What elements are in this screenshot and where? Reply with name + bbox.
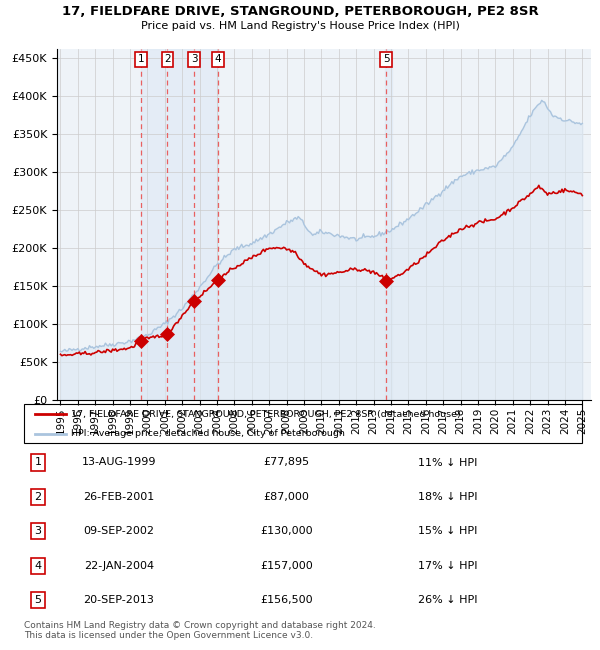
Text: 20-SEP-2013: 20-SEP-2013 (83, 595, 154, 605)
Text: 5: 5 (34, 595, 41, 605)
Text: £157,000: £157,000 (260, 561, 313, 571)
Bar (141, 49, 218, 400)
Text: 26% ↓ HPI: 26% ↓ HPI (418, 595, 478, 605)
Text: 1: 1 (34, 458, 41, 467)
Text: 17, FIELDFARE DRIVE, STANGROUND, PETERBOROUGH, PE2 8SR (detached house): 17, FIELDFARE DRIVE, STANGROUND, PETERBO… (71, 410, 461, 419)
Text: 18% ↓ HPI: 18% ↓ HPI (418, 492, 478, 502)
Text: 2: 2 (34, 492, 41, 502)
Bar (385, 49, 392, 400)
Text: Contains HM Land Registry data © Crown copyright and database right 2024.
This d: Contains HM Land Registry data © Crown c… (24, 621, 376, 640)
Text: 17, FIELDFARE DRIVE, STANGROUND, PETERBOROUGH, PE2 8SR: 17, FIELDFARE DRIVE, STANGROUND, PETERBO… (62, 5, 538, 18)
Text: 26-FEB-2001: 26-FEB-2001 (83, 492, 154, 502)
Text: 3: 3 (191, 55, 197, 64)
Text: £77,895: £77,895 (263, 458, 310, 467)
Text: 11% ↓ HPI: 11% ↓ HPI (418, 458, 478, 467)
Text: 1: 1 (137, 55, 144, 64)
Text: 4: 4 (34, 561, 41, 571)
Text: 09-SEP-2002: 09-SEP-2002 (83, 526, 154, 536)
Text: £130,000: £130,000 (260, 526, 313, 536)
Text: 3: 3 (34, 526, 41, 536)
Text: 22-JAN-2004: 22-JAN-2004 (84, 561, 154, 571)
Text: 5: 5 (383, 55, 389, 64)
Text: 4: 4 (215, 55, 221, 64)
Text: £156,500: £156,500 (260, 595, 313, 605)
Text: Price paid vs. HM Land Registry's House Price Index (HPI): Price paid vs. HM Land Registry's House … (140, 21, 460, 31)
Text: HPI: Average price, detached house, City of Peterborough: HPI: Average price, detached house, City… (71, 429, 346, 438)
Text: 15% ↓ HPI: 15% ↓ HPI (418, 526, 478, 536)
Text: 2: 2 (164, 55, 171, 64)
Text: 13-AUG-1999: 13-AUG-1999 (82, 458, 156, 467)
Text: 17% ↓ HPI: 17% ↓ HPI (418, 561, 478, 571)
Text: £87,000: £87,000 (263, 492, 309, 502)
